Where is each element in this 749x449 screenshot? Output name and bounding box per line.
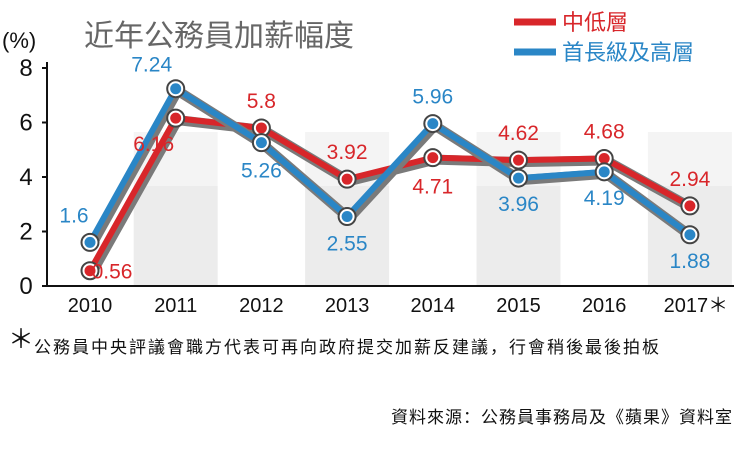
data-label: 0.56 — [92, 261, 133, 284]
data-labels: 0.56 6.16 5.8 3.92 4.71 4.62 4.68 2.94 1.6 7.24 5.… — [59, 54, 710, 284]
y-tick-label: 6 — [19, 110, 32, 137]
background-band — [476, 186, 561, 286]
chart-axes — [42, 62, 734, 287]
data-label: 5.8 — [247, 90, 276, 113]
data-label: 1.88 — [669, 250, 710, 273]
y-tick-label: 8 — [19, 55, 32, 82]
x-tick-label: 2010 — [68, 295, 113, 317]
data-point-2 — [427, 118, 439, 130]
x-tick-label: 2013 — [325, 295, 370, 317]
data-point-2 — [84, 236, 96, 248]
data-label: 6.16 — [133, 133, 174, 156]
data-point-1 — [170, 112, 182, 124]
data-label: 3.96 — [498, 193, 539, 216]
data-label: 3.92 — [327, 141, 368, 164]
data-label: 4.68 — [584, 120, 625, 143]
y-axis-unit: (%) — [2, 28, 36, 53]
legend-entry: 首長級及高層 — [562, 41, 694, 66]
data-label: 2.94 — [669, 168, 710, 191]
y-tick-label: 4 — [19, 164, 32, 191]
data-point-2 — [684, 229, 696, 241]
series-lines — [87, 85, 695, 276]
legend-entry: 中低層 — [562, 11, 628, 36]
data-label: 4.19 — [584, 187, 625, 210]
x-tick-label: 2017＊ — [664, 295, 729, 317]
data-label: 7.24 — [131, 54, 172, 77]
chart-title: 近年公務員加薪幅度 — [84, 19, 354, 54]
x-tick-label: 2014 — [411, 295, 456, 317]
data-point-1 — [341, 173, 353, 185]
data-point-1 — [513, 154, 524, 166]
x-tick-label: 2016 — [582, 295, 627, 317]
y-tick-labels: 0 2 4 6 8 — [19, 55, 32, 300]
source-text: 資料來源：公務員事務局及《蘋果》資料室 — [391, 408, 733, 428]
series-points — [80, 79, 700, 281]
footnote-mark: ＊ — [8, 325, 35, 355]
data-label: 5.96 — [412, 86, 453, 109]
data-label: 4.62 — [498, 122, 539, 145]
data-label: 4.71 — [412, 176, 453, 199]
data-label: 5.26 — [241, 160, 282, 183]
data-label: 2.55 — [327, 233, 368, 256]
footnote-text: 公務員中央評議會職方代表可再向政府提交加薪反建議，行會稍後最後拍板 — [34, 338, 661, 358]
background-band — [647, 132, 732, 186]
x-tick-label: 2012 — [239, 295, 284, 317]
y-tick-label: 0 — [19, 273, 32, 300]
data-point-2 — [598, 166, 610, 178]
data-point-2 — [513, 172, 524, 184]
data-point-2 — [341, 211, 353, 223]
background-band — [305, 186, 390, 286]
x-tick-labels: 2010 2011 2012 2013 2014 2015 2016 2017＊ — [68, 295, 728, 317]
data-point-2 — [255, 137, 267, 149]
data-point-1 — [255, 122, 267, 134]
data-point-1 — [598, 152, 610, 164]
data-point-1 — [427, 152, 439, 164]
series-line-2 — [87, 85, 692, 244]
x-tick-label: 2011 — [154, 295, 197, 317]
data-point-1 — [84, 265, 96, 277]
x-tick-label: 2015 — [496, 295, 541, 317]
data-point-1 — [684, 200, 696, 212]
data-label: 1.6 — [59, 204, 88, 227]
data-point-2 — [170, 83, 182, 95]
y-tick-label: 2 — [19, 219, 32, 246]
background-band — [133, 186, 218, 286]
